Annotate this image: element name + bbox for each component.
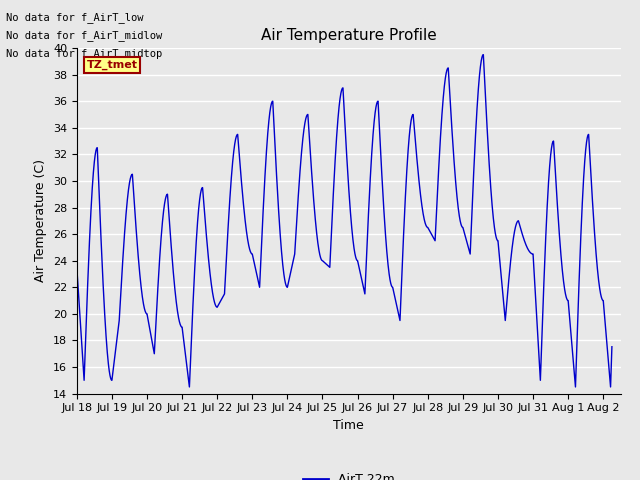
Text: TZ_tmet: TZ_tmet (86, 60, 138, 70)
Text: No data for f_AirT_midlow: No data for f_AirT_midlow (6, 30, 163, 41)
Y-axis label: Air Temperature (C): Air Temperature (C) (35, 159, 47, 282)
Text: No data for f_AirT_midtop: No data for f_AirT_midtop (6, 48, 163, 60)
X-axis label: Time: Time (333, 419, 364, 432)
Text: No data for f_AirT_low: No data for f_AirT_low (6, 12, 144, 23)
Title: Air Temperature Profile: Air Temperature Profile (261, 28, 436, 43)
Legend: AirT 22m: AirT 22m (298, 468, 399, 480)
